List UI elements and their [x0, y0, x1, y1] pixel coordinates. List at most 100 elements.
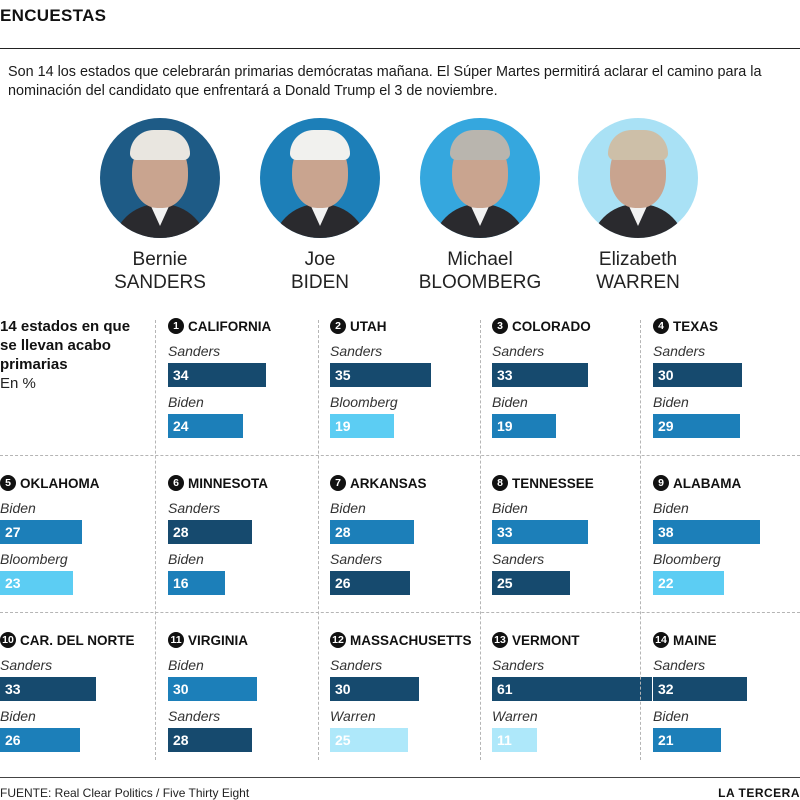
state-name: MASSACHUSETTS — [350, 632, 472, 648]
poll-row: Sanders 28 — [168, 700, 313, 752]
candidate-label: Biden — [0, 500, 36, 516]
candidate-label: Sanders — [330, 657, 383, 673]
state-heading: 2 UTAH — [330, 317, 475, 335]
candidate-first-name: Michael — [447, 249, 513, 270]
candidate-label: Bloomberg — [0, 551, 68, 567]
state-heading: 11 VIRGINIA — [168, 631, 313, 649]
legend-unit: En % — [0, 375, 36, 392]
poll-row: Sanders 33 — [492, 335, 637, 387]
candidate-label: Biden — [168, 551, 204, 567]
header-rule — [0, 48, 800, 49]
state-rank: 13 — [492, 632, 508, 648]
candidate-last-name: BIDEN — [290, 272, 350, 293]
poll-row: Sanders 25 — [492, 543, 637, 595]
state-rank: 6 — [168, 475, 184, 491]
poll-bar: 38 — [653, 520, 761, 544]
poll-bar: 28 — [168, 520, 253, 544]
poll-bar: 19 — [492, 414, 556, 438]
state-heading: 10 CAR. DEL NORTE — [0, 631, 145, 649]
poll-bar: 30 — [168, 677, 257, 701]
state-heading: 9 ALABAMA — [653, 474, 798, 492]
candidate-last-name: BLOOMBERG — [418, 272, 542, 293]
candidate-card: Michael BLOOMBERG — [395, 118, 565, 294]
candidate-card: Joe BIDEN — [235, 118, 405, 294]
candidate-label: Biden — [168, 657, 204, 673]
state-rank: 3 — [492, 318, 508, 334]
poll-bar: 35 — [330, 363, 431, 387]
state-heading: 13 VERMONT — [492, 631, 637, 649]
poll-row: Sanders 33 — [0, 649, 145, 701]
poll-row: Biden 29 — [653, 386, 798, 438]
state-name: ALABAMA — [673, 475, 742, 491]
poll-row: Sanders 34 — [168, 335, 313, 387]
poll-bar: 29 — [653, 414, 740, 438]
poll-bar: 27 — [0, 520, 83, 544]
dashed-separator — [155, 320, 156, 760]
poll-row: Biden 24 — [168, 386, 313, 438]
poll-row: Biden 33 — [492, 492, 637, 544]
candidate-label: Biden — [0, 708, 36, 724]
poll-bar: 28 — [330, 520, 415, 544]
poll-row: Biden 21 — [653, 700, 798, 752]
state-rank: 10 — [0, 632, 16, 648]
poll-row: Sanders 61 — [492, 649, 653, 701]
dashed-separator — [640, 320, 641, 760]
state-heading: 12 MASSACHUSETTS — [330, 631, 475, 649]
state-heading: 4 TEXAS — [653, 317, 798, 335]
poll-row: Sanders 32 — [653, 649, 798, 701]
dashed-separator — [0, 455, 800, 456]
candidate-label: Sanders — [330, 551, 383, 567]
poll-row: Warren 11 — [492, 700, 637, 752]
dashed-separator — [0, 612, 800, 613]
poll-bar: 30 — [653, 363, 742, 387]
state-rank: 12 — [330, 632, 346, 648]
state-name: TENNESSEE — [512, 475, 594, 491]
candidate-label: Biden — [492, 394, 528, 410]
state-rank: 4 — [653, 318, 669, 334]
poll-row: Bloomberg 19 — [330, 386, 475, 438]
state-name: CAR. DEL NORTE — [20, 632, 135, 648]
candidate-label: Biden — [653, 500, 689, 516]
poll-row: Sanders 30 — [330, 649, 475, 701]
state-name: UTAH — [350, 318, 387, 334]
state-panel: 2 UTAH Sanders 35 Bloomberg 19 — [330, 317, 475, 457]
candidate-label: Sanders — [168, 343, 221, 359]
portrait-photo — [420, 118, 540, 238]
poll-bar: 26 — [330, 571, 410, 595]
state-name: TEXAS — [673, 318, 719, 334]
poll-bar: 11 — [492, 728, 538, 752]
candidate-name: Elizabeth WARREN — [553, 248, 723, 294]
poll-bar: 61 — [492, 677, 653, 701]
footer-rule — [0, 777, 800, 778]
candidate-card: Elizabeth WARREN — [553, 118, 723, 294]
state-panel: 12 MASSACHUSETTS Sanders 30 Warren 25 — [330, 631, 475, 771]
poll-bar: 34 — [168, 363, 267, 387]
dashed-separator — [318, 320, 319, 760]
poll-bar: 21 — [653, 728, 722, 752]
legend-title: 14 estados en que se llevan acabo primar… — [0, 318, 131, 373]
poll-bar: 33 — [0, 677, 96, 701]
state-panel: 9 ALABAMA Biden 38 Bloomberg 22 — [653, 474, 798, 614]
candidate-label: Sanders — [0, 657, 53, 673]
poll-row: Sanders 26 — [330, 543, 475, 595]
state-panel: 6 MINNESOTA Sanders 28 Biden 16 — [168, 474, 313, 614]
candidate-label: Sanders — [330, 343, 383, 359]
state-panel: 4 TEXAS Sanders 30 Biden 29 — [653, 317, 798, 457]
state-rank: 11 — [168, 632, 184, 648]
candidate-label: Sanders — [492, 551, 545, 567]
state-heading: 8 TENNESSEE — [492, 474, 637, 492]
candidate-label: Bloomberg — [330, 394, 398, 410]
candidate-first-name: Joe — [304, 249, 336, 270]
poll-row: Bloomberg 22 — [653, 543, 798, 595]
candidate-name: Michael BLOOMBERG — [395, 248, 565, 294]
candidate-card: Bernie SANDERS — [75, 118, 245, 294]
candidate-label: Sanders — [492, 657, 545, 673]
state-rank: 14 — [653, 632, 669, 648]
state-heading: 14 MAINE — [653, 631, 798, 649]
poll-row: Biden 38 — [653, 492, 798, 544]
state-heading: 6 MINNESOTA — [168, 474, 313, 492]
candidate-label: Bloomberg — [653, 551, 721, 567]
portrait-photo — [100, 118, 220, 238]
intro-text: Son 14 los estados que celebrarán primar… — [8, 64, 762, 99]
legend-block: 14 estados en que se llevan acabo primar… — [0, 317, 150, 393]
